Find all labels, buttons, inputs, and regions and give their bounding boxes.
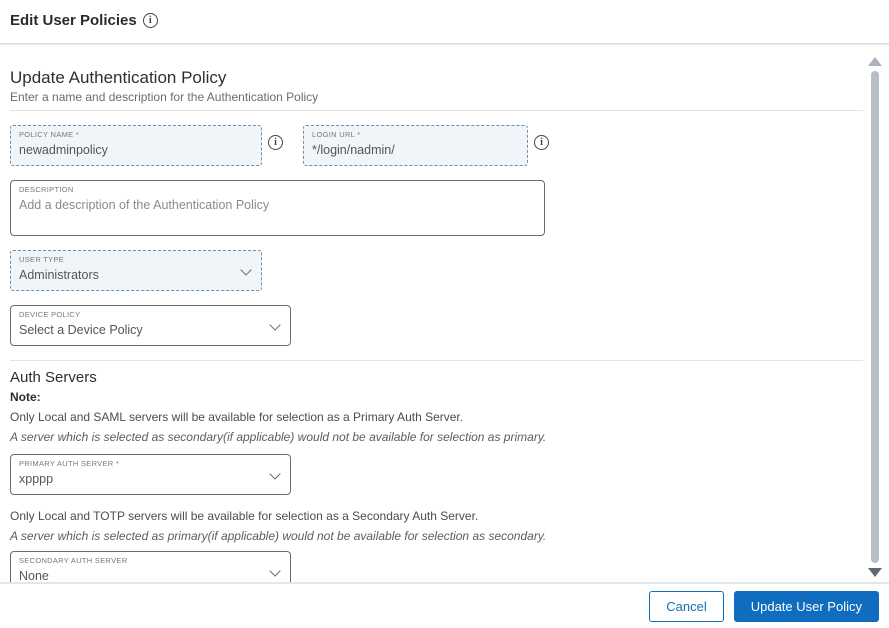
secondary-auth-label: SECONDARY AUTH SERVER [19,556,264,565]
chevron-down-icon [241,266,251,276]
user-type-value: Administrators [19,268,99,282]
header-divider [0,43,889,45]
description-label: DESCRIPTION [19,185,536,194]
secondary-auth-value: None [19,569,49,582]
secondary-hint-text: Only Local and TOTP servers will be avai… [10,509,863,523]
policy-name-value: newadminpolicy [19,143,108,157]
note-label: Note: [10,390,863,404]
primary-rule-text: A server which is selected as secondary(… [10,430,863,444]
page-title: Edit User Policies [10,12,137,29]
footer: Cancel Update User Policy [0,582,889,628]
primary-hint-text: Only Local and SAML servers will be avai… [10,410,863,424]
section-divider [10,110,863,111]
device-policy-value: Select a Device Policy [19,323,143,337]
login-url-field[interactable]: LOGIN URL * */login/nadmin/ [303,125,528,166]
update-user-policy-button[interactable]: Update User Policy [734,591,879,622]
cancel-button[interactable]: Cancel [649,591,723,622]
primary-auth-value: xpppp [19,472,53,486]
login-url-label: LOGIN URL * [312,130,519,139]
secondary-auth-select[interactable]: SECONDARY AUTH SERVER None [10,551,291,582]
info-icon[interactable]: i [534,135,549,150]
user-type-select[interactable]: USER TYPE Administrators [10,250,262,291]
page-header: Edit User Policies i [0,0,889,43]
policy-name-label: POLICY NAME * [19,130,253,139]
chevron-down-icon [270,321,280,331]
section-subtitle: Enter a name and description for the Aut… [10,90,863,104]
device-policy-label: DEVICE POLICY [19,310,264,319]
scroll-down-arrow-icon[interactable] [868,568,882,577]
description-placeholder: Add a description of the Authentication … [19,198,269,212]
scroll-track[interactable] [871,71,879,563]
policy-name-field[interactable]: POLICY NAME * newadminpolicy [10,125,262,166]
secondary-rule-text: A server which is selected as primary(if… [10,529,863,543]
info-icon[interactable]: i [268,135,283,150]
primary-auth-label: PRIMARY AUTH SERVER * [19,459,264,468]
login-url-value: */login/nadmin/ [312,143,395,157]
section-title: Update Authentication Policy [10,68,863,88]
device-policy-select[interactable]: DEVICE POLICY Select a Device Policy [10,305,291,346]
description-field[interactable]: DESCRIPTION Add a description of the Aut… [10,180,545,236]
scroll-thumb[interactable] [871,71,879,563]
chevron-down-icon [270,470,280,480]
auth-servers-title: Auth Servers [10,369,863,386]
chevron-down-icon [270,567,280,577]
scroll-up-arrow-icon[interactable] [868,57,882,66]
user-type-label: USER TYPE [19,255,235,264]
form-scroll-area: Update Authentication Policy Enter a nam… [0,50,889,582]
primary-auth-select[interactable]: PRIMARY AUTH SERVER * xpppp [10,454,291,495]
scrollbar[interactable] [867,56,883,578]
auth-divider [10,360,863,361]
info-icon[interactable]: i [143,13,158,28]
